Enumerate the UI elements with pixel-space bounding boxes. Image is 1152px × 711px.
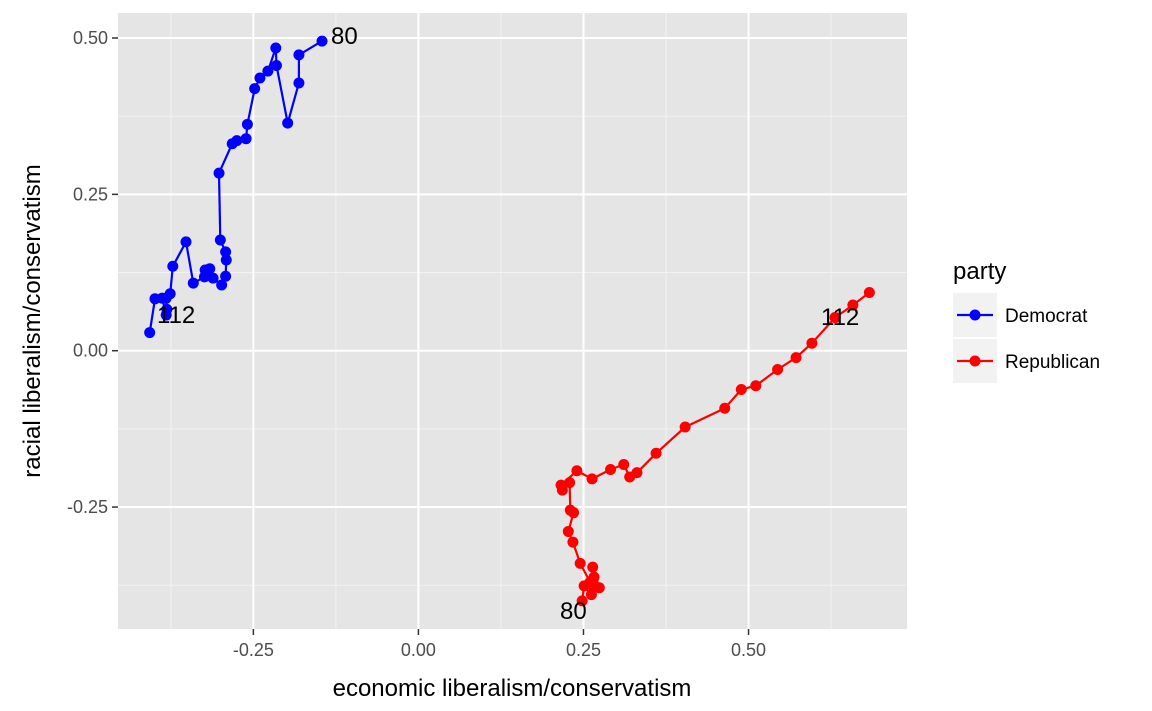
x-tick-label: 0.50	[731, 640, 766, 660]
x-tick-label: -0.25	[233, 640, 274, 660]
data-point-republican	[586, 473, 598, 485]
data-point-democrat	[293, 49, 305, 61]
data-point-republican	[735, 383, 747, 395]
data-point-democrat	[167, 260, 179, 272]
y-tick-label: -0.25	[67, 497, 108, 517]
data-point-republican	[847, 299, 859, 311]
data-point-republican	[631, 467, 643, 479]
y-axis-title: racial liberalism/conservatism	[19, 164, 46, 477]
data-point-democrat	[262, 65, 274, 77]
data-point-democrat	[316, 35, 328, 47]
dem-label-end: 112	[157, 302, 195, 329]
data-point-democrat	[220, 246, 232, 258]
x-tick-label: 0.25	[566, 640, 601, 660]
legend-label-republican: Republican	[1005, 352, 1100, 373]
legend-dot-democrat	[969, 309, 981, 321]
data-point-democrat	[270, 42, 282, 54]
data-point-republican	[584, 576, 596, 588]
data-point-republican	[863, 287, 875, 299]
data-point-republican	[650, 447, 662, 459]
data-point-democrat	[293, 77, 305, 89]
y-tick-label: 0.50	[73, 28, 108, 48]
data-point-republican	[555, 479, 567, 491]
data-point-democrat	[270, 60, 282, 72]
data-point-republican	[564, 477, 576, 489]
series-layer	[144, 35, 875, 607]
data-point-democrat	[180, 236, 192, 248]
data-point-democrat	[216, 279, 228, 291]
data-point-republican	[567, 536, 579, 548]
data-point-democrat	[149, 293, 161, 305]
axes: -0.25 0.00 0.25 0.50 -0.25 0.00 0.25 0.50	[67, 28, 766, 660]
data-point-democrat	[220, 270, 232, 282]
data-point-democrat	[220, 254, 232, 266]
legend: party Democrat Republican	[953, 258, 1100, 383]
y-tick-label: 0.25	[73, 184, 108, 204]
legend-title: party	[953, 258, 1006, 285]
data-point-democrat	[213, 167, 225, 179]
data-point-democrat	[160, 309, 172, 321]
data-point-republican	[587, 561, 599, 573]
data-point-democrat	[207, 272, 219, 284]
data-point-republican	[593, 582, 605, 594]
point-labels: 80 112 80 112	[157, 23, 859, 625]
legend-label-democrat: Democrat	[1005, 306, 1088, 327]
data-point-republican	[679, 421, 691, 433]
data-point-republican	[618, 459, 630, 471]
data-point-republican	[806, 337, 818, 349]
x-axis-title: economic liberalism/conservatism	[333, 675, 692, 702]
data-point-republican	[790, 352, 802, 364]
x-tick-label: 0.00	[401, 640, 436, 660]
data-point-republican	[562, 525, 574, 537]
data-point-republican	[719, 402, 731, 414]
data-point-republican	[576, 595, 588, 607]
data-point-republican	[571, 465, 583, 477]
dem-label-start: 80	[331, 23, 358, 50]
rep-label-end: 112	[821, 304, 859, 331]
data-point-republican	[574, 557, 586, 569]
gridlines	[118, 13, 907, 629]
data-point-democrat	[240, 133, 252, 145]
data-point-democrat	[198, 271, 210, 283]
data-point-democrat	[187, 277, 199, 289]
y-tick-label: 0.00	[73, 341, 108, 361]
data-point-democrat	[144, 327, 156, 339]
data-point-republican	[585, 589, 597, 601]
legend-dot-republican	[969, 355, 981, 367]
data-point-democrat	[249, 83, 261, 95]
data-point-democrat	[214, 234, 226, 246]
data-point-republican	[564, 504, 576, 516]
data-point-republican	[750, 380, 762, 392]
data-point-democrat	[226, 138, 238, 150]
data-point-democrat	[282, 117, 294, 129]
rep-label-start: 80	[560, 598, 587, 625]
plot-panel	[118, 13, 907, 629]
data-point-democrat	[254, 72, 266, 84]
data-point-republican	[829, 312, 841, 324]
data-point-republican	[605, 464, 617, 476]
data-point-democrat	[241, 118, 253, 130]
data-point-republican	[772, 363, 784, 375]
